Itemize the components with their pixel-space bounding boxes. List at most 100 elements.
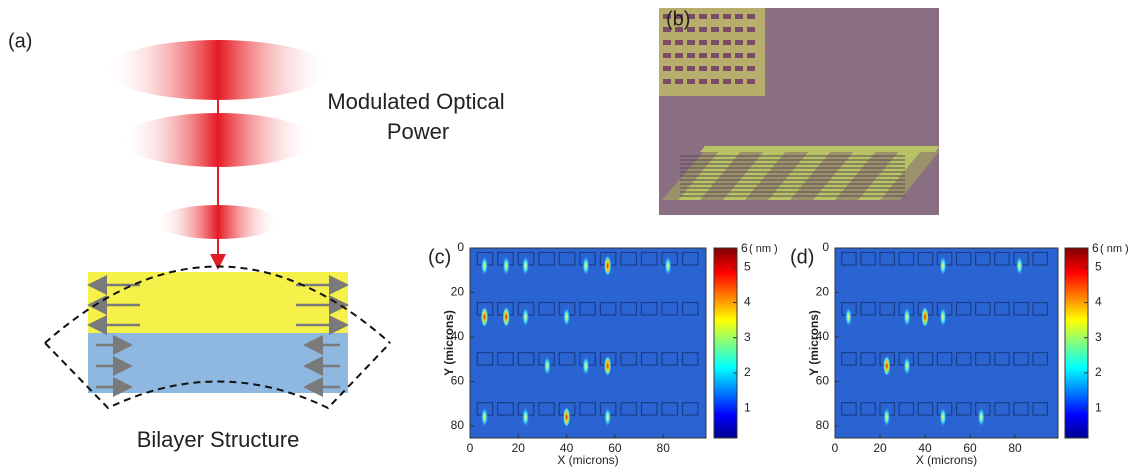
panel-label: (d): [790, 246, 814, 268]
hotspot: [664, 255, 672, 276]
cell: [1032, 301, 1048, 316]
cell: [661, 351, 679, 366]
cell: [538, 402, 555, 416]
colorbar-tick-label: 5: [744, 260, 751, 274]
pad: [663, 27, 671, 32]
pad: [723, 14, 731, 19]
hotspot: [939, 255, 947, 276]
cell: [860, 402, 876, 416]
pad: [663, 14, 671, 19]
cell: [640, 402, 658, 416]
cell: [860, 301, 876, 316]
hotspot: [977, 407, 985, 428]
cell: [975, 351, 991, 366]
cell: [994, 402, 1010, 416]
hotspot: [883, 355, 891, 376]
x-axis-label: X (microns): [557, 453, 618, 467]
pad: [675, 14, 683, 19]
pad: [711, 14, 719, 19]
pad: [675, 40, 683, 45]
colorbar-tick-label: 3: [744, 330, 751, 344]
panel-label: (a): [8, 30, 32, 52]
cell: [994, 301, 1010, 316]
stress-arrows: [87, 275, 349, 397]
pad: [711, 79, 719, 84]
cell: [640, 301, 658, 316]
cell: [620, 402, 637, 416]
pad: [711, 27, 719, 32]
pad: [675, 79, 683, 84]
hotspot: [522, 306, 530, 327]
cell: [879, 301, 895, 316]
hotspot: [522, 407, 530, 428]
colorbar-unit: ( nm ): [1100, 243, 1129, 255]
x-tick-label: 40: [918, 441, 932, 455]
y-tick-label: 40: [816, 329, 830, 343]
colorbar-tick-label: 3: [1095, 330, 1102, 344]
cell: [681, 251, 699, 266]
cell: [599, 301, 617, 316]
y-tick-label: 20: [451, 285, 465, 299]
pad: [747, 53, 755, 58]
cell: [955, 251, 972, 266]
cell: [558, 351, 576, 366]
hotspot: [480, 407, 488, 428]
cell: [994, 351, 1010, 366]
beam-label: Modulated Optical: [327, 89, 504, 114]
colorbar-tick-label: 2: [1095, 365, 1102, 379]
cell: [898, 251, 915, 266]
pad: [687, 79, 695, 84]
cell: [975, 301, 991, 316]
y-tick-label: 0: [822, 240, 829, 254]
hotspot: [939, 407, 947, 428]
pad: [735, 27, 743, 32]
x-tick-label: 0: [467, 441, 474, 455]
beam-label: Power: [387, 119, 449, 144]
cell: [1013, 402, 1029, 416]
hotspot: [502, 306, 510, 327]
cell: [898, 402, 915, 416]
cell: [841, 251, 857, 266]
cell: [917, 402, 934, 416]
pad: [747, 66, 755, 71]
pad: [699, 14, 707, 19]
pad: [735, 14, 743, 19]
pad: [735, 53, 743, 58]
cell: [955, 301, 972, 316]
hotspot: [502, 255, 510, 276]
cell: [1013, 351, 1029, 366]
cell: [1013, 301, 1029, 316]
pad: [675, 27, 683, 32]
hotspot: [604, 355, 612, 376]
pad: [663, 40, 671, 45]
cell: [579, 402, 596, 416]
x-tick-label: 20: [512, 441, 526, 455]
x-tick-label: 40: [560, 441, 574, 455]
x-tick-label: 80: [657, 441, 671, 455]
cell: [661, 301, 679, 316]
cell: [538, 301, 555, 316]
cell: [1032, 402, 1048, 416]
x-tick-label: 80: [1008, 441, 1022, 455]
y-axis-label: Y (microns): [807, 310, 821, 376]
cell: [936, 351, 953, 366]
hotspot: [582, 255, 590, 276]
map-background: [469, 247, 707, 439]
pad: [699, 40, 707, 45]
hotspot: [604, 407, 612, 428]
micrograph-stripes: [662, 14, 940, 200]
cell: [917, 351, 934, 366]
pad: [747, 79, 755, 84]
pad: [687, 66, 695, 71]
cell: [517, 351, 535, 366]
y-tick-label: 80: [451, 418, 465, 432]
cell: [841, 351, 857, 366]
hotspot: [522, 255, 530, 276]
colorbar-tick-label: 4: [744, 295, 751, 309]
hotspot: [582, 355, 590, 376]
pad: [711, 53, 719, 58]
cell: [476, 351, 494, 366]
x-tick-label: 60: [963, 441, 977, 455]
pad: [711, 66, 719, 71]
